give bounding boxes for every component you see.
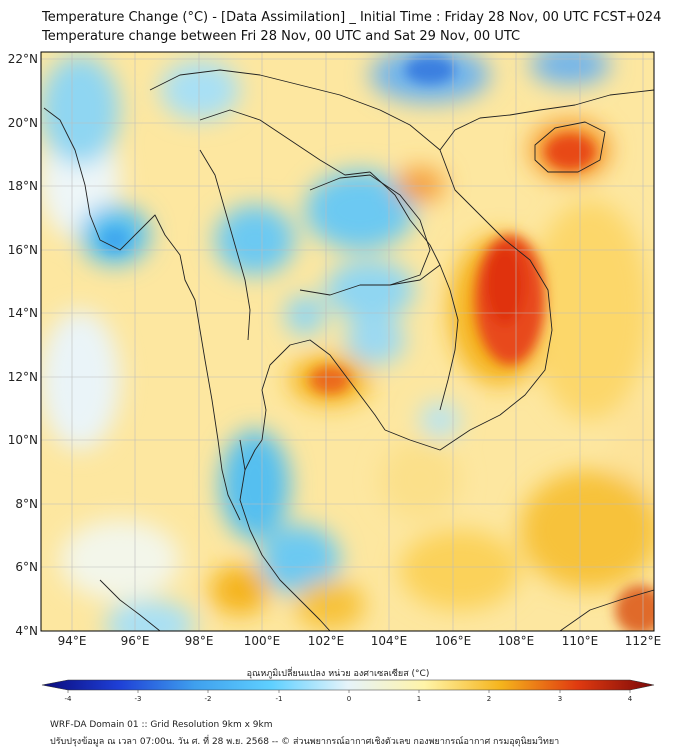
- lon-label: 102°E: [308, 634, 345, 648]
- colorbar-tick-label: -2: [205, 695, 212, 703]
- thai-border-west: [199, 149, 251, 341]
- longitude-axis: 94°E 96°E 98°E 100°E 102°E 104°E 106°E 1…: [58, 634, 662, 648]
- lat-label: 8°N: [15, 497, 38, 511]
- lat-label: 12°N: [8, 370, 38, 384]
- footer-model-info: WRF-DA Domain 01 :: Grid Resolution 9km …: [50, 720, 273, 730]
- lat-label: 22°N: [8, 52, 38, 66]
- lon-label: 104°E: [371, 634, 408, 648]
- borneo-coast: [559, 589, 654, 631]
- colorbar: -4 -3 -2 -1 0 1 2 3 4: [41, 679, 655, 703]
- map-subtitle: Temperature change between Fri 28 Nov, 0…: [42, 29, 521, 44]
- latitude-axis: 22°N 20°N 18°N 16°N 14°N 12°N 10°N 8°N 6…: [8, 52, 38, 638]
- lat-label: 16°N: [8, 243, 38, 257]
- gulf-thailand-coast: [261, 339, 386, 441]
- colorbar-tick-label: 0: [347, 695, 351, 703]
- colorbar-bar: [41, 679, 655, 691]
- lon-label: 98°E: [185, 634, 214, 648]
- nakhon-ratchasima-loop: [309, 174, 431, 286]
- lon-label: 106°E: [435, 634, 472, 648]
- lat-label: 4°N: [15, 624, 38, 638]
- thai-cambodia-border: [299, 264, 441, 296]
- colorbar-tick-label: -3: [135, 695, 142, 703]
- coastlines-borders: [43, 69, 654, 631]
- colorbar-tick-label: -4: [65, 695, 73, 703]
- colorbar-tick-label: 1: [417, 695, 421, 703]
- colorbar-tick-label: 2: [487, 695, 491, 703]
- lon-label: 100°E: [244, 634, 281, 648]
- colorbar-label: อุณหภูมิเปลี่ยนแปลง หน่วย องศาเซลเซียส (…: [246, 669, 430, 679]
- gridlines: [41, 52, 654, 631]
- lon-label: 108°E: [498, 634, 535, 648]
- malay-peninsula: [239, 439, 331, 631]
- lat-label: 6°N: [15, 560, 38, 574]
- lon-label: 112°E: [625, 634, 662, 648]
- lon-label: 96°E: [121, 634, 150, 648]
- colorbar-tick-label: 4: [628, 695, 633, 703]
- lat-label: 18°N: [8, 179, 38, 193]
- plot-frame: [40, 51, 655, 632]
- thai-border-north: [199, 109, 371, 176]
- lon-label: 110°E: [562, 634, 599, 648]
- colorbar-ticks: [67, 690, 631, 693]
- laos-vietnam-border: [369, 171, 459, 411]
- lat-label: 14°N: [8, 306, 38, 320]
- gulf-east-coast: [244, 439, 263, 471]
- indochina-coast: [384, 89, 654, 451]
- colorbar-tick-label: 3: [558, 695, 562, 703]
- footer-credit: ปรับปรุงข้อมูล ณ เวลา 07:00น. วัน ศ. ที่…: [50, 737, 560, 747]
- sumatra-coast: [99, 579, 161, 631]
- temperature-field: [41, 52, 654, 631]
- hainan-island: [534, 121, 606, 173]
- colorbar-tick-label: -1: [276, 695, 283, 703]
- lon-label: 94°E: [58, 634, 87, 648]
- map-title: Temperature Change (°C) - [Data Assimila…: [42, 10, 662, 25]
- china-border: [149, 69, 441, 151]
- lat-label: 10°N: [8, 433, 38, 447]
- lat-label: 20°N: [8, 116, 38, 130]
- myanmar-coast: [43, 107, 241, 521]
